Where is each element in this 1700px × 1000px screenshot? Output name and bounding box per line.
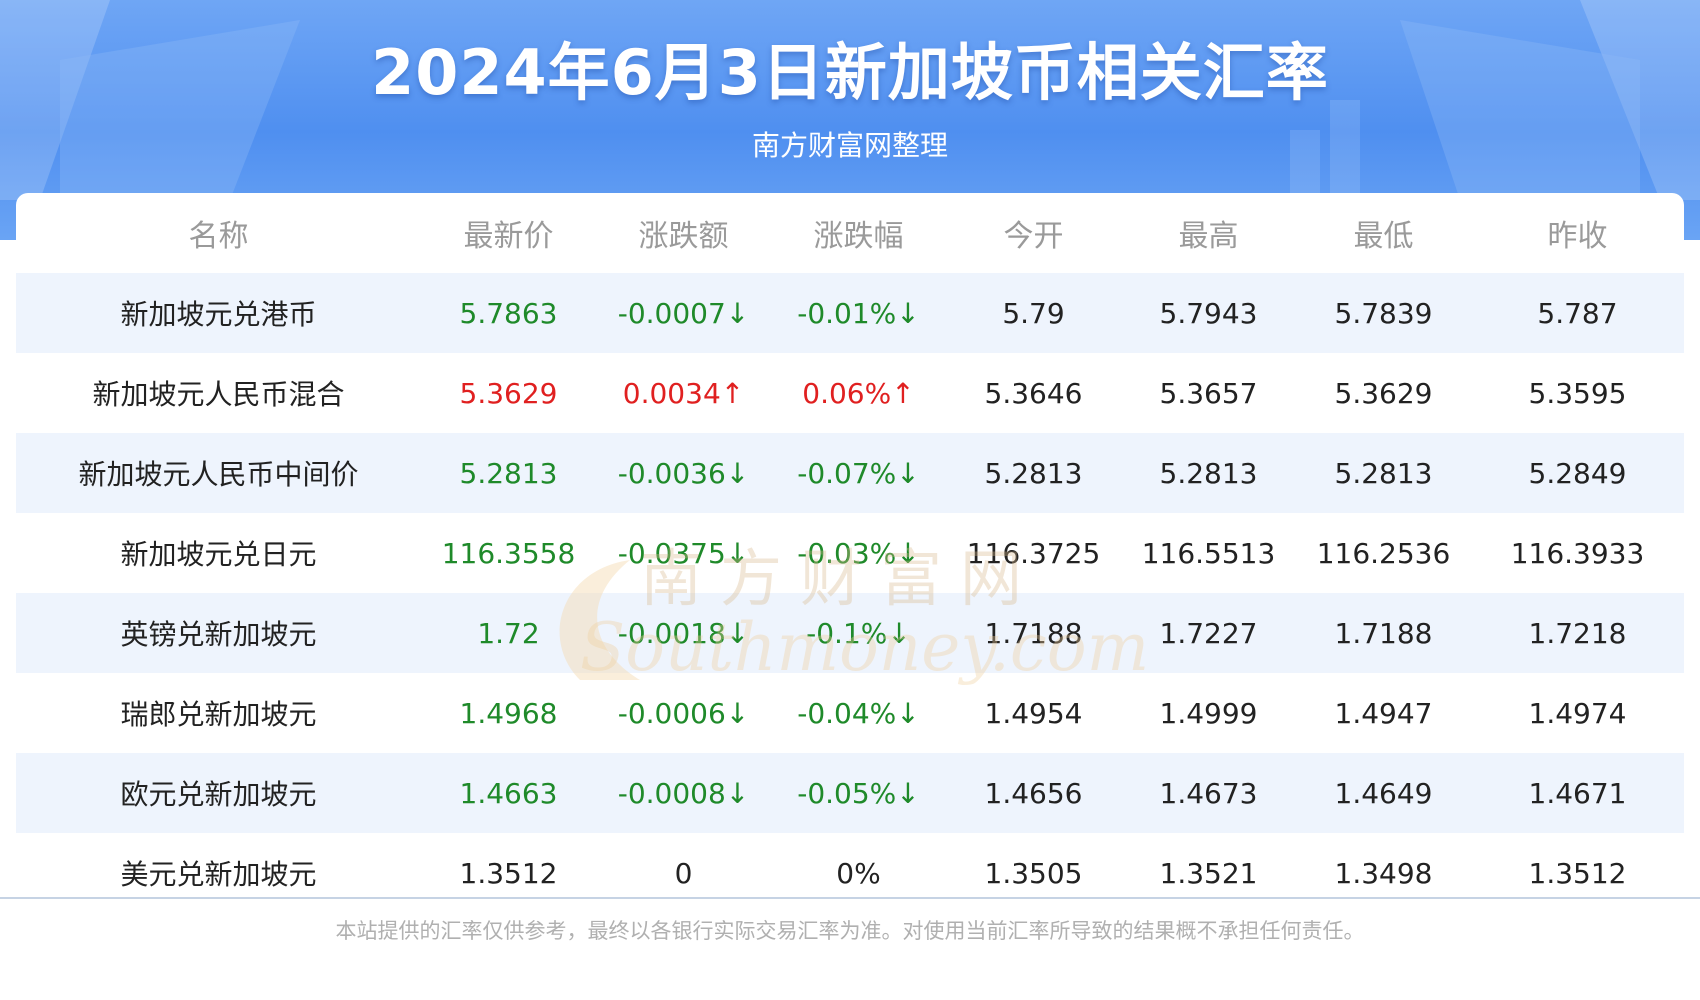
- disclaimer-text: 本站提供的汇率仅供参考，最终以各银行实际交易汇率为准。对使用当前汇率所导致的结果…: [335, 919, 1365, 943]
- change-amount-cell: -0.0018↓: [596, 593, 771, 673]
- prev-close-cell: 1.7218: [1471, 593, 1684, 673]
- change-percent-cell: -0.05%↓: [771, 753, 946, 833]
- page-subtitle: 南方财富网整理: [751, 129, 948, 162]
- open-price-cell: 5.3646: [946, 353, 1121, 433]
- latest-price-cell: 1.4663: [421, 753, 596, 833]
- prev-close-cell: 5.3595: [1471, 353, 1684, 433]
- high-price-cell: 5.3657: [1121, 353, 1296, 433]
- footer-divider: [0, 897, 1700, 899]
- low-price-cell: 5.3629: [1296, 353, 1471, 433]
- latest-price-cell: 1.4968: [421, 673, 596, 753]
- low-price-cell: 116.2536: [1296, 513, 1471, 593]
- prev-close-cell: 5.787: [1471, 273, 1684, 353]
- latest-price-cell: 5.7863: [421, 273, 596, 353]
- table-row: 英镑兑新加坡元 1.72 -0.0018↓ -0.1%↓ 1.7188 1.72…: [16, 593, 1684, 673]
- change-amount-cell: -0.0036↓: [596, 433, 771, 513]
- change-percent-cell: -0.07%↓: [771, 433, 946, 513]
- column-header: 涨跌幅: [813, 219, 904, 254]
- latest-price-cell: 5.3629: [421, 353, 596, 433]
- banner-decoration: [0, 0, 1700, 200]
- high-price-cell: 5.7943: [1121, 273, 1296, 353]
- pair-name-cell: 英镑兑新加坡元: [16, 593, 421, 673]
- column-header: 最新价: [463, 219, 554, 254]
- column-header: 涨跌额: [638, 219, 729, 254]
- table-row: 美元兑新加坡元 1.3512 0 0% 1.3505 1.3521 1.3498…: [16, 833, 1684, 913]
- table-row: 新加坡元兑日元 116.3558 -0.0375↓ -0.03%↓ 116.37…: [16, 513, 1684, 593]
- table-row: 瑞郎兑新加坡元 1.4968 -0.0006↓ -0.04%↓ 1.4954 1…: [16, 673, 1684, 753]
- latest-price-cell: 116.3558: [421, 513, 596, 593]
- table-row: 新加坡元人民币混合 5.3629 0.0034↑ 0.06%↑ 5.3646 5…: [16, 353, 1684, 433]
- prev-close-cell: 5.2849: [1471, 433, 1684, 513]
- column-header: 最高: [1178, 219, 1239, 254]
- change-percent-cell: -0.04%↓: [771, 673, 946, 753]
- table-row: 新加坡元兑港币 5.7863 -0.0007↓ -0.01%↓ 5.79 5.7…: [16, 273, 1684, 353]
- change-percent-cell: 0.06%↑: [771, 353, 946, 433]
- open-price-cell: 1.3505: [946, 833, 1121, 913]
- column-header: 名称: [188, 219, 249, 254]
- high-price-cell: 5.2813: [1121, 433, 1296, 513]
- prev-close-cell: 1.4974: [1471, 673, 1684, 753]
- page-title: 2024年6月3日新加坡币相关汇率: [371, 36, 1329, 109]
- pair-name-cell: 新加坡元人民币中间价: [16, 433, 421, 513]
- column-header: 今开: [1003, 219, 1064, 254]
- low-price-cell: 1.4649: [1296, 753, 1471, 833]
- change-amount-cell: -0.0008↓: [596, 753, 771, 833]
- high-price-cell: 1.4999: [1121, 673, 1296, 753]
- open-price-cell: 1.7188: [946, 593, 1121, 673]
- table-row: 新加坡元人民币中间价 5.2813 -0.0036↓ -0.07%↓ 5.281…: [16, 433, 1684, 513]
- open-price-cell: 5.2813: [946, 433, 1121, 513]
- change-percent-cell: -0.01%↓: [771, 273, 946, 353]
- pair-name-cell: 新加坡元人民币混合: [16, 353, 421, 433]
- change-percent-cell: -0.03%↓: [771, 513, 946, 593]
- change-amount-cell: -0.0006↓: [596, 673, 771, 753]
- low-price-cell: 1.7188: [1296, 593, 1471, 673]
- low-price-cell: 5.7839: [1296, 273, 1471, 353]
- prev-close-cell: 1.4671: [1471, 753, 1684, 833]
- change-amount-cell: -0.0007↓: [596, 273, 771, 353]
- rates-table-card: 名称 最新价 涨跌额 涨跌幅 今开 最高 最低 昨收 新加坡元兑港币 5.786…: [16, 193, 1684, 913]
- change-percent-cell: 0%: [771, 833, 946, 913]
- change-amount-cell: 0.0034↑: [596, 353, 771, 433]
- high-price-cell: 1.7227: [1121, 593, 1296, 673]
- low-price-cell: 1.4947: [1296, 673, 1471, 753]
- column-header: 昨收: [1547, 219, 1608, 254]
- high-price-cell: 116.5513: [1121, 513, 1296, 593]
- pair-name-cell: 欧元兑新加坡元: [16, 753, 421, 833]
- pair-name-cell: 新加坡元兑日元: [16, 513, 421, 593]
- prev-close-cell: 1.3512: [1471, 833, 1684, 913]
- open-price-cell: 5.79: [946, 273, 1121, 353]
- table-row: 欧元兑新加坡元 1.4663 -0.0008↓ -0.05%↓ 1.4656 1…: [16, 753, 1684, 833]
- open-price-cell: 116.3725: [946, 513, 1121, 593]
- pair-name-cell: 瑞郎兑新加坡元: [16, 673, 421, 753]
- pair-name-cell: 美元兑新加坡元: [16, 833, 421, 913]
- table-header-row: 名称 最新价 涨跌额 涨跌幅 今开 最高 最低 昨收: [16, 193, 1684, 273]
- low-price-cell: 1.3498: [1296, 833, 1471, 913]
- latest-price-cell: 1.72: [421, 593, 596, 673]
- change-percent-cell: -0.1%↓: [771, 593, 946, 673]
- change-amount-cell: 0: [596, 833, 771, 913]
- rates-table: 名称 最新价 涨跌额 涨跌幅 今开 最高 最低 昨收 新加坡元兑港币 5.786…: [16, 193, 1684, 913]
- low-price-cell: 5.2813: [1296, 433, 1471, 513]
- high-price-cell: 1.3521: [1121, 833, 1296, 913]
- high-price-cell: 1.4673: [1121, 753, 1296, 833]
- column-header: 最低: [1353, 219, 1414, 254]
- open-price-cell: 1.4656: [946, 753, 1121, 833]
- latest-price-cell: 1.3512: [421, 833, 596, 913]
- latest-price-cell: 5.2813: [421, 433, 596, 513]
- pair-name-cell: 新加坡元兑港币: [16, 273, 421, 353]
- prev-close-cell: 116.3933: [1471, 513, 1684, 593]
- open-price-cell: 1.4954: [946, 673, 1121, 753]
- change-amount-cell: -0.0375↓: [596, 513, 771, 593]
